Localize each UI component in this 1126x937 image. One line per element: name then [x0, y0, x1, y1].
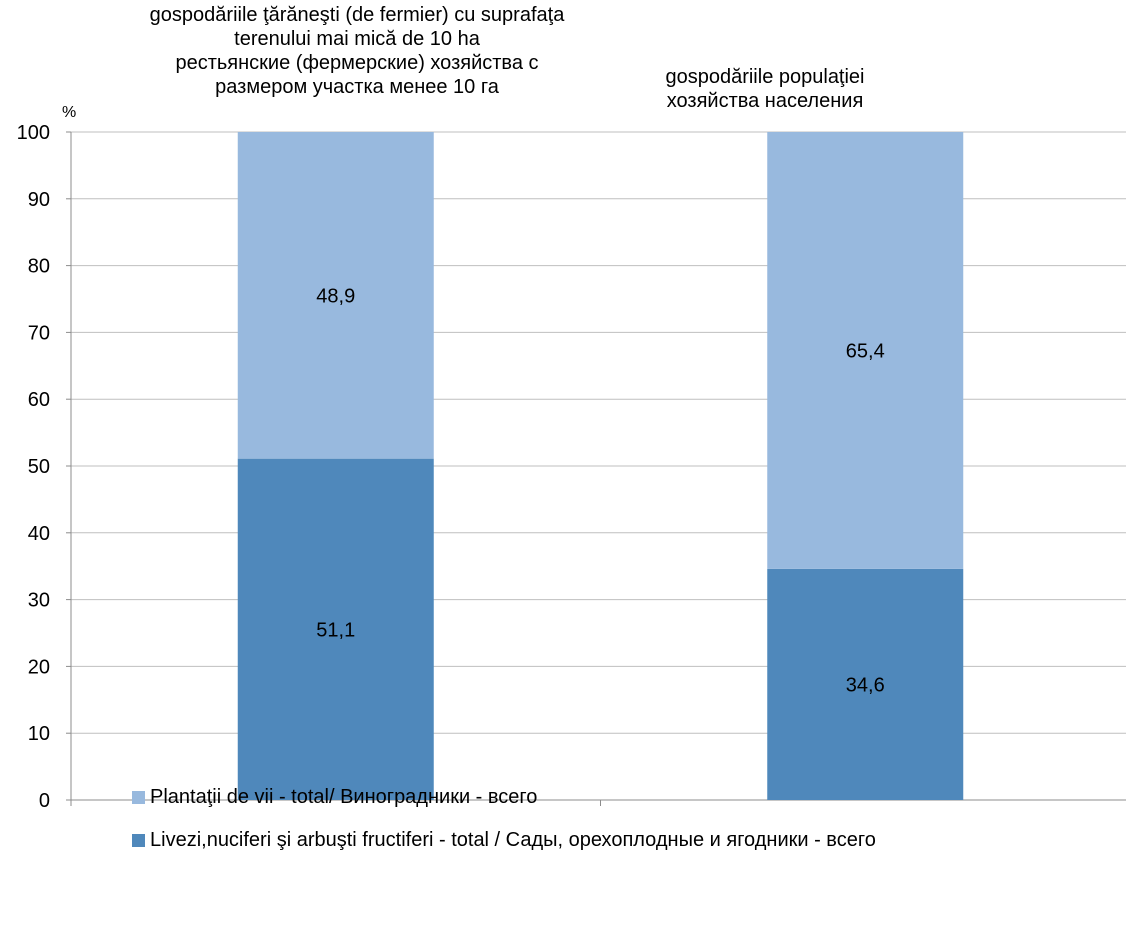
legend-label-vineyards: Plantaţii de vii - total/ Виноградники -… — [150, 786, 538, 808]
y-tick-label: 100 — [17, 122, 50, 144]
y-tick-label: 10 — [28, 723, 50, 745]
y-tick-label: 40 — [28, 523, 50, 545]
y-tick-label: 60 — [28, 389, 50, 411]
legend-swatch-vineyards — [132, 791, 145, 804]
bar-segment — [237, 458, 434, 800]
y-tick-label: 80 — [28, 256, 50, 278]
bar-segment — [237, 132, 434, 459]
y-tick-label: 50 — [28, 456, 50, 478]
legend-swatch-orchards — [132, 834, 145, 847]
legend-item-vineyards: Plantaţii de vii - total/ Виноградники -… — [132, 785, 537, 809]
y-tick-label: 30 — [28, 590, 50, 612]
legend-label-orchards: Livezi,nuciferi şi arbuşti fructiferi - … — [150, 829, 876, 851]
y-tick-label: 90 — [28, 189, 50, 211]
y-tick-label: 70 — [28, 322, 50, 344]
y-tick-label: 20 — [28, 656, 50, 678]
y-axis-unit: % — [62, 104, 77, 121]
category-label-2: gospodăriile populaţiei хозяйства населе… — [665, 66, 865, 112]
bar-segment — [767, 568, 964, 800]
y-tick-label: 0 — [39, 790, 50, 812]
legend-item-orchards: Livezi,nuciferi şi arbuşti fructiferi - … — [132, 828, 876, 852]
data-label: 51,1 — [316, 619, 355, 641]
data-label: 34,6 — [846, 674, 885, 696]
data-label: 65,4 — [846, 340, 885, 362]
data-label: 48,9 — [316, 285, 355, 307]
bar-segment — [767, 132, 964, 569]
category-label-1: gospodăriile ţărăneşti (de fermier) cu s… — [149, 4, 565, 98]
